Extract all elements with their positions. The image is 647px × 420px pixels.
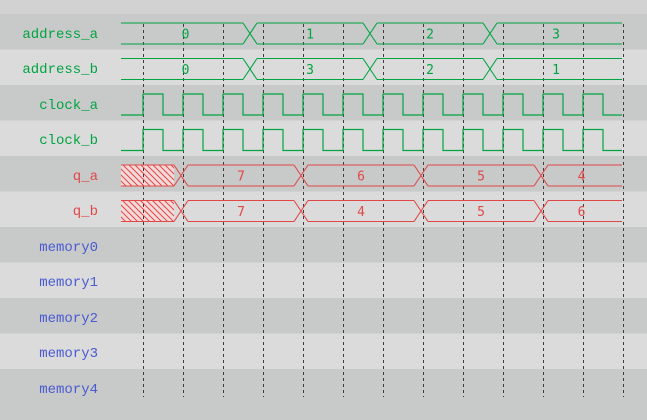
signal-label-memory4[interactable]: memory4	[39, 381, 98, 398]
unknown-region-q_b	[121, 200, 174, 222]
bus-value-q_a-6: 6	[357, 170, 365, 185]
bus-value-q_b-6: 6	[578, 205, 586, 220]
wave-q_a	[121, 164, 622, 187]
wave-clock_b	[121, 128, 622, 152]
signal-label-clock_a[interactable]: clock_a	[39, 97, 98, 114]
signal-label-memory2[interactable]: memory2	[39, 310, 98, 327]
row-band-memory2	[0, 298, 647, 334]
bus-value-address_b-3: 3	[306, 63, 314, 78]
signal-name-column: address_a address_b clock_a clock_b q_a …	[0, 0, 98, 420]
grid-lines	[143, 24, 624, 397]
signal-label-q_a[interactable]: q_a	[72, 168, 98, 185]
bus-value-address_a-3: 3	[552, 28, 560, 43]
bus-value-address_b-1: 1	[552, 63, 560, 78]
signal-label-address_b[interactable]: address_b	[22, 62, 98, 78]
top-strip	[0, 0, 647, 14]
row-band-memory0	[0, 227, 647, 263]
signal-label-clock_b[interactable]: clock_b	[39, 133, 98, 149]
signal-label-memory0[interactable]: memory0	[39, 239, 98, 256]
signal-label-memory1[interactable]: memory1	[39, 275, 98, 291]
signal-label-q_b[interactable]: q_b	[72, 204, 98, 220]
bus-value-q_b-7: 7	[237, 205, 245, 220]
row-band-memory3	[0, 333, 647, 369]
wave-clock_a	[121, 93, 622, 116]
bus-value-address_a-1: 1	[306, 28, 314, 43]
bus-value-address_a-2: 2	[426, 28, 434, 43]
signal-label-memory3[interactable]: memory3	[39, 346, 98, 362]
wave-address_b	[121, 57, 622, 81]
bus-value-address_a-0: 0	[182, 28, 190, 43]
bus-value-q_a-4: 4	[578, 170, 586, 185]
signal-label-address_a[interactable]: address_a	[22, 26, 98, 43]
wave-q_b	[121, 199, 622, 223]
bus-value-address_b-0: 0	[182, 63, 190, 78]
bus-value-q_b-4: 4	[357, 205, 365, 220]
row-band-memory1	[0, 262, 647, 298]
unknown-region-q_a	[121, 165, 174, 186]
bus-value-address_b-2: 2	[426, 63, 434, 78]
bus-value-q_a-5: 5	[477, 170, 485, 185]
bus-value-q_a-7: 7	[237, 170, 245, 185]
bus-value-q_b-5: 5	[477, 205, 485, 220]
row-band-memory4	[0, 369, 647, 405]
wave-address_a	[121, 22, 622, 45]
